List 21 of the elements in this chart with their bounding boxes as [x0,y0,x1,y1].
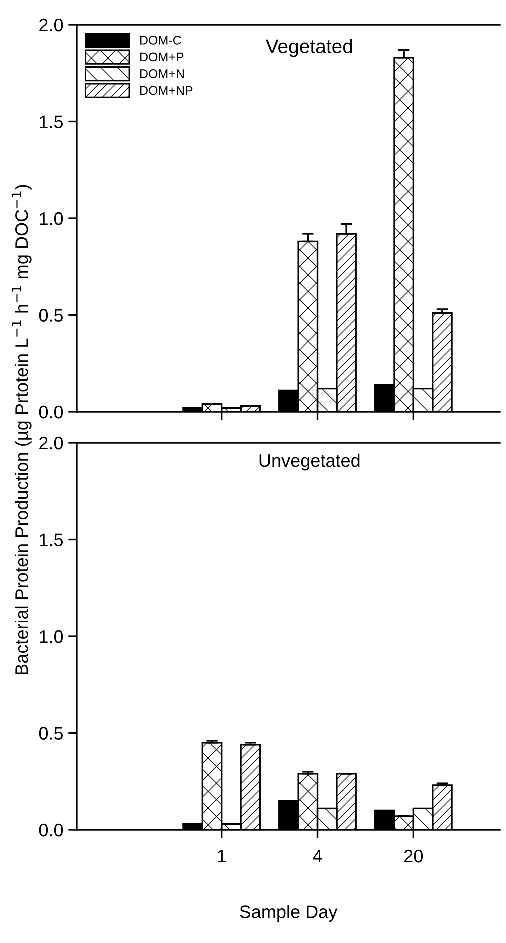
x-tick-label: 4 [313,850,322,863]
legend-label: DOM+NP [140,86,193,96]
legend-label: DOM+P [140,52,184,62]
y-tick-label: 2.0 [40,18,64,32]
y-axis-title: Bacterial Protein Production (µg Prtotein L$^{−1}$ h$^{−1}$ mg DOC$^{−1}$) [12,185,32,674]
text: Vegetated [266,39,352,58]
x-tick-label: 1 [218,850,226,863]
y-tick-label: 1.5 [40,534,64,546]
y-tick-label: 2.0 [40,436,64,450]
y-tick-label: 1.0 [40,212,64,226]
y-tick-label: 1.0 [40,630,64,644]
y-tick-label: 1.5 [40,116,64,128]
x-axis-title: Sample Day [240,905,338,922]
y-tick-label: 0.0 [39,824,64,837]
y-tick-label: 0.5 [39,309,64,322]
y-tick-label: 0.5 [39,727,64,740]
text: Unvegetated [260,454,360,471]
legend-label: DOM-C [140,36,182,45]
legend-label: DOM+N [140,70,184,78]
x-tick-label: 20 [404,850,424,863]
y-tick-label: 0.0 [39,406,64,419]
